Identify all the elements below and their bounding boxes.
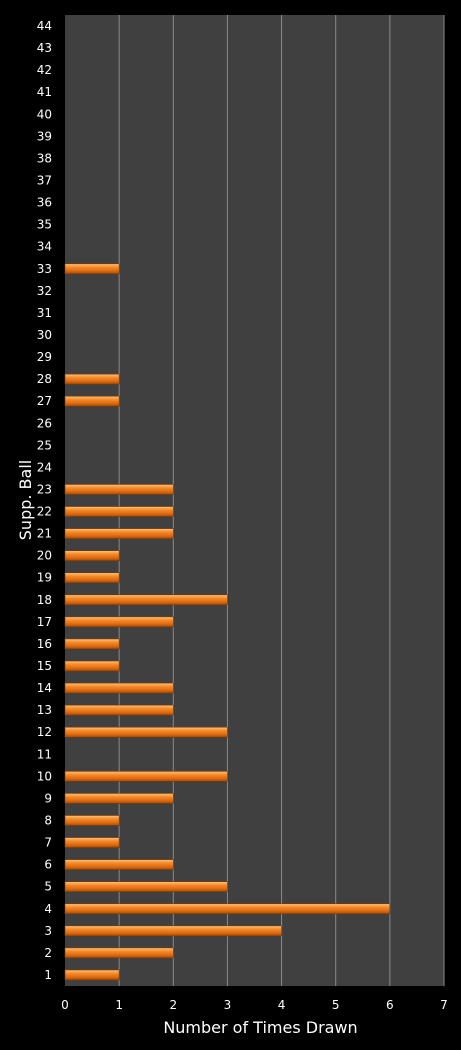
bar-supp-ball-16 — [64, 638, 120, 650]
bar-supp-ball-27 — [64, 395, 120, 407]
bar-supp-ball-14 — [64, 682, 174, 694]
y-tick-label: 12 — [37, 725, 52, 739]
y-tick-labels: 1234567891011121314151617181920212223242… — [37, 19, 52, 982]
y-tick-label: 17 — [37, 615, 52, 629]
x-tick-labels: 0 1 2 3 4 5 6 7 — [61, 998, 448, 1012]
bar-supp-ball-6 — [64, 859, 174, 870]
bar-supp-ball-20 — [64, 550, 120, 561]
y-tick-label: 29 — [37, 350, 52, 364]
bar-supp-ball-21 — [64, 528, 174, 539]
y-tick-label: 5 — [44, 880, 52, 894]
y-tick-label: 44 — [37, 19, 52, 33]
y-tick-label: 14 — [37, 681, 52, 695]
y-tick-label: 20 — [37, 549, 52, 563]
y-tick-label: 9 — [44, 791, 52, 805]
y-tick-label: 4 — [44, 902, 52, 916]
y-tick-label: 30 — [37, 328, 52, 342]
bar-supp-ball-18 — [64, 594, 228, 606]
y-tick-label: 8 — [44, 813, 52, 827]
bar-supp-ball-22 — [64, 506, 174, 517]
y-tick-label: 42 — [37, 63, 52, 77]
x-tick-label: 6 — [386, 998, 394, 1012]
y-tick-label: 27 — [37, 394, 52, 408]
y-tick-label: 3 — [44, 924, 52, 938]
x-tick-label: 7 — [440, 998, 448, 1012]
x-tick-label: 4 — [278, 998, 286, 1012]
x-tick-label: 5 — [332, 998, 340, 1012]
bar-supp-ball-12 — [64, 726, 228, 738]
y-tick-label: 39 — [37, 129, 52, 143]
y-tick-label: 13 — [37, 703, 52, 717]
y-tick-label: 31 — [37, 306, 52, 320]
y-tick-label: 22 — [37, 505, 52, 519]
y-tick-label: 19 — [37, 571, 52, 585]
bar-supp-ball-19 — [64, 572, 120, 584]
y-tick-label: 35 — [37, 218, 52, 232]
y-tick-label: 24 — [37, 460, 52, 474]
bar-supp-ball-1 — [64, 969, 120, 981]
x-tick-label: 0 — [61, 998, 69, 1012]
y-tick-label: 43 — [37, 41, 52, 55]
y-tick-label: 1 — [44, 968, 52, 982]
y-tick-label: 6 — [44, 858, 52, 872]
y-tick-label: 32 — [37, 284, 52, 298]
bar-supp-ball-3 — [64, 925, 282, 937]
gridlines — [118, 15, 445, 986]
y-tick-label: 41 — [37, 85, 52, 99]
plot-area — [65, 15, 444, 986]
y-tick-label: 28 — [37, 372, 52, 386]
bar-supp-ball-10 — [64, 771, 228, 782]
y-tick-label: 16 — [37, 637, 52, 651]
x-tick-label: 1 — [115, 998, 123, 1012]
y-tick-label: 38 — [37, 151, 52, 165]
y-tick-label: 33 — [37, 262, 52, 276]
y-tick-label: 11 — [37, 747, 52, 761]
y-tick-label: 36 — [37, 196, 52, 210]
y-tick-label: 21 — [37, 527, 52, 541]
bar-supp-ball-23 — [64, 484, 174, 495]
bar-supp-ball-7 — [64, 837, 120, 848]
x-tick-label: 2 — [169, 998, 177, 1012]
bar-supp-ball-2 — [64, 947, 174, 959]
y-tick-label: 2 — [44, 946, 52, 960]
y-tick-label: 7 — [44, 836, 52, 850]
y-tick-label: 40 — [37, 107, 52, 121]
bars — [64, 263, 391, 981]
y-tick-label: 23 — [37, 482, 52, 496]
x-axis-title: Number of Times Drawn — [163, 1018, 357, 1037]
bar-supp-ball-5 — [64, 881, 228, 892]
bar-supp-ball-8 — [64, 815, 120, 826]
x-tick-label: 3 — [224, 998, 232, 1012]
y-tick-label: 15 — [37, 659, 52, 673]
y-tick-label: 25 — [37, 438, 52, 452]
bar-supp-ball-33 — [64, 263, 120, 275]
y-tick-label: 10 — [37, 769, 52, 783]
y-tick-label: 37 — [37, 174, 52, 188]
y-tick-label: 26 — [37, 416, 52, 430]
bar-supp-ball-28 — [64, 373, 120, 385]
y-tick-label: 18 — [37, 593, 52, 607]
y-axis-title: Supp. Ball — [16, 460, 35, 540]
bar-supp-ball-17 — [64, 616, 174, 628]
bar-supp-ball-15 — [64, 660, 120, 672]
y-tick-label: 34 — [37, 240, 52, 254]
bar-supp-ball-4 — [64, 903, 391, 915]
bar-supp-ball-13 — [64, 704, 174, 716]
bar-supp-ball-9 — [64, 793, 174, 804]
